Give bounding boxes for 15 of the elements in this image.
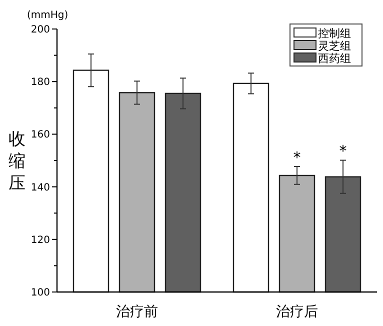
x-tick-label: 治疗前 [116, 304, 158, 320]
legend-label: 西药组 [318, 52, 351, 65]
y-tick-label: 140 [30, 182, 50, 194]
y-axis-title: 收缩压 [8, 130, 26, 194]
legend-label: 灵芝组 [318, 40, 351, 52]
text: (mmHg) [27, 10, 68, 21]
y-tick-label: 100 [30, 288, 50, 298]
annotation: * [293, 148, 302, 167]
y-tick-label: 120 [30, 234, 50, 246]
x-tick-label: 治疗后 [276, 304, 318, 320]
legend-label: 控制组 [318, 27, 351, 40]
annotation: * [339, 142, 348, 160]
y-tick-label: 160 [30, 130, 50, 141]
y-tick-label: 200 [30, 24, 50, 36]
y-tick-label: 180 [30, 77, 50, 88]
